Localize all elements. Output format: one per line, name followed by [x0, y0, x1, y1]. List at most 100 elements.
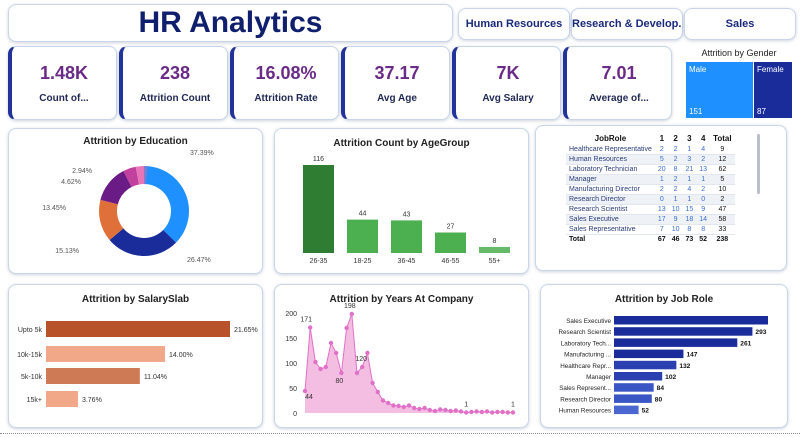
- data-point: [458, 409, 464, 414]
- data-point: [328, 340, 334, 346]
- tick-label: Healthcare Repr...: [560, 363, 611, 370]
- slice-label: 13.45%: [42, 205, 66, 212]
- data-label: 261: [740, 340, 751, 347]
- data-point: [438, 407, 443, 412]
- table-cell: 9: [696, 204, 711, 215]
- table-cell: 4: [682, 184, 697, 195]
- bottom-dotted-border: [0, 433, 800, 434]
- table-cell: 9: [668, 214, 683, 225]
- slice-label: 4.62%: [61, 179, 81, 186]
- tick-label: 5k-10k: [21, 374, 43, 381]
- data-point: [401, 404, 406, 410]
- slice-label: 37.39%: [190, 150, 214, 157]
- data-label: 21.65%: [234, 327, 258, 334]
- dept-human-resources-button[interactable]: Human Resources: [458, 8, 570, 40]
- y-tick-label: 100: [285, 361, 297, 368]
- data-label: 293: [755, 329, 766, 336]
- data-point: [505, 410, 510, 415]
- bar: [614, 338, 738, 347]
- data-point: [500, 409, 505, 415]
- table-cell: 2: [696, 154, 711, 165]
- data-label: 11.04%: [144, 374, 167, 381]
- table-cell: 10: [668, 204, 683, 215]
- data-point: [406, 403, 412, 408]
- data-point: [417, 406, 422, 412]
- column-header[interactable]: Total: [713, 134, 732, 143]
- table-row[interactable]: Healthcare Representative 2 2 1 4 9: [566, 145, 735, 155]
- table-cell: 46: [671, 236, 680, 243]
- data-label: 44: [305, 394, 313, 401]
- table-cell: Research Scientist: [566, 204, 655, 215]
- table-cell: 13: [654, 204, 669, 215]
- table-cell: 10: [668, 224, 683, 235]
- bar: [614, 327, 753, 336]
- table-cell: Sales Executive: [566, 214, 655, 225]
- column-header[interactable]: 4: [700, 134, 706, 143]
- kpi-count-card: 1.48K Count of...: [8, 46, 117, 120]
- male-label: Male: [689, 65, 707, 74]
- dept-research-button[interactable]: Research & Develop...: [571, 8, 683, 40]
- salaryslab-chart-card: Attrition by SalarySlab Upto 5k 21.65% 10k…: [8, 284, 263, 428]
- gender-panel: Attrition by Gender Male 151 Female 87: [684, 46, 794, 120]
- donut-slice: [99, 199, 124, 240]
- data-point: [302, 388, 308, 394]
- kpi-value: 7.01: [601, 63, 637, 83]
- tick-label: 10k-15k: [17, 352, 42, 359]
- data-label: 147: [686, 352, 697, 359]
- data-point: [495, 409, 500, 415]
- table-cell: 67: [657, 236, 666, 243]
- tick-label: Laboratory Tech...: [561, 340, 612, 347]
- table-cell: 2: [668, 145, 683, 155]
- agegroup-bar-chart: 116 26-35 44 18-25 43 36-45 27 46-55 8 55+: [303, 156, 510, 265]
- table-cell: 2: [668, 174, 683, 185]
- data-point: [474, 409, 479, 414]
- donut-slice: [123, 166, 140, 187]
- column-header[interactable]: 3: [687, 134, 692, 143]
- kpi-value: 37.17: [374, 63, 420, 83]
- table-cell: 20: [654, 164, 669, 175]
- data-point: [469, 409, 474, 415]
- table-cell: Manufacturing Director: [566, 184, 655, 195]
- table-row[interactable]: Manager 1 2 1 1 5: [566, 174, 735, 185]
- bar: [614, 360, 677, 370]
- table-row[interactable]: Research Director 0 1 1 0 2: [566, 194, 735, 205]
- kpi-attrition-count-card: 238 Attrition Count: [119, 46, 228, 120]
- kpi-avg-age-card: 37.17 Avg Age: [341, 46, 450, 120]
- data-label: 3.76%: [82, 397, 102, 404]
- table-cell: Sales Representative: [566, 224, 655, 235]
- table-row[interactable]: Human Resources 5 2 3 2 12: [566, 154, 735, 165]
- tick-label: Research Director: [560, 396, 611, 403]
- data-point: [349, 311, 354, 317]
- table-cell: 15: [682, 204, 697, 215]
- column-header[interactable]: 1: [659, 134, 665, 143]
- bar: [46, 321, 230, 337]
- table-row[interactable]: Manufacturing Director 2 2 4 2 10: [566, 184, 735, 195]
- table-scrollbar[interactable]: [757, 134, 760, 194]
- gender-male-tile[interactable]: Male 151: [686, 62, 753, 118]
- table-cell: 17: [654, 214, 669, 225]
- bar: [435, 232, 466, 253]
- table-row[interactable]: Research Scientist 13 10 15 9 47: [566, 204, 735, 215]
- chart-title: Attrition by Job Role: [614, 294, 714, 305]
- gender-female-tile[interactable]: Female 87: [754, 62, 792, 118]
- column-header[interactable]: JobRole: [594, 134, 627, 143]
- bar: [614, 405, 639, 415]
- table-cell: 1: [682, 174, 697, 185]
- column-header[interactable]: 2: [673, 134, 678, 143]
- table-row[interactable]: Sales Executive 17 9 18 14 58: [566, 214, 735, 225]
- table-cell: Human Resources: [566, 154, 655, 165]
- bar: [479, 246, 510, 253]
- data-point: [318, 366, 323, 372]
- agegroup-chart-card: Attrition Count by AgeGroup 116 26-35 44 18…: [274, 128, 529, 274]
- dept-sales-button[interactable]: Sales: [684, 8, 796, 40]
- bar: [391, 220, 422, 253]
- kpi-value: 16.08%: [255, 63, 317, 83]
- table-row[interactable]: Sales Representative 7 10 8 8 33: [566, 224, 735, 235]
- table-row[interactable]: Laboratory Technician 20 8 21 13 62: [566, 164, 735, 175]
- data-point: [412, 405, 417, 411]
- years-chart-card: Attrition by Years At Company 0 50 100 150 2…: [274, 284, 529, 428]
- table-cell: Healthcare Representative: [566, 145, 655, 155]
- data-point: [464, 410, 469, 415]
- data-point: [365, 350, 370, 356]
- data-point: [386, 400, 391, 406]
